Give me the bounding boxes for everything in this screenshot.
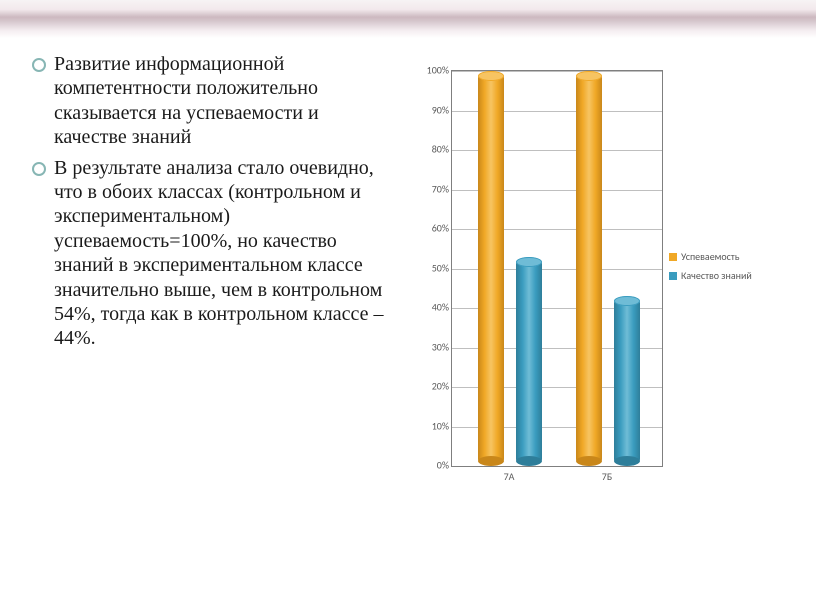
legend-item: Успеваемость bbox=[669, 250, 752, 263]
y-axis-label: 0% bbox=[405, 459, 449, 472]
bullet-item: В результате анализа стало очевидно, что… bbox=[28, 156, 393, 351]
y-axis-label: 60% bbox=[405, 222, 449, 235]
bar-cylinder bbox=[516, 257, 542, 466]
bar-cylinder bbox=[576, 71, 602, 466]
legend-item: Качество знаний bbox=[669, 269, 752, 282]
legend-swatch bbox=[669, 272, 677, 280]
bar-cylinder bbox=[478, 71, 504, 466]
y-axis-label: 90% bbox=[405, 103, 449, 116]
legend-swatch bbox=[669, 253, 677, 261]
bar-cylinder bbox=[614, 296, 640, 466]
y-axis-label: 50% bbox=[405, 261, 449, 274]
y-axis-label: 40% bbox=[405, 301, 449, 314]
y-axis-label: 20% bbox=[405, 380, 449, 393]
legend-label: Успеваемость bbox=[681, 250, 739, 263]
y-axis-label: 70% bbox=[405, 182, 449, 195]
y-axis-label: 30% bbox=[405, 340, 449, 353]
x-axis-label: 7Б bbox=[575, 470, 639, 483]
plot-area bbox=[451, 70, 663, 467]
x-axis-label: 7А bbox=[477, 470, 541, 483]
bar-chart: Успеваемость Качество знаний 0% 10% 20% 30% 4… bbox=[403, 70, 783, 510]
chart-column: Успеваемость Качество знаний 0% 10% 20% 30% 4… bbox=[403, 52, 783, 572]
decor-band bbox=[0, 0, 816, 38]
y-axis-label: 100% bbox=[405, 64, 449, 77]
legend: Успеваемость Качество знаний bbox=[669, 250, 752, 288]
bullet-item: Развитие информационной компетентности п… bbox=[28, 52, 393, 150]
slide-content: Развитие информационной компетентности п… bbox=[28, 52, 788, 572]
y-axis-label: 80% bbox=[405, 143, 449, 156]
y-axis-label: 10% bbox=[405, 419, 449, 432]
bullet-list: Развитие информационной компетентности п… bbox=[28, 52, 393, 351]
legend-label: Качество знаний bbox=[681, 269, 752, 282]
text-column: Развитие информационной компетентности п… bbox=[28, 52, 403, 572]
